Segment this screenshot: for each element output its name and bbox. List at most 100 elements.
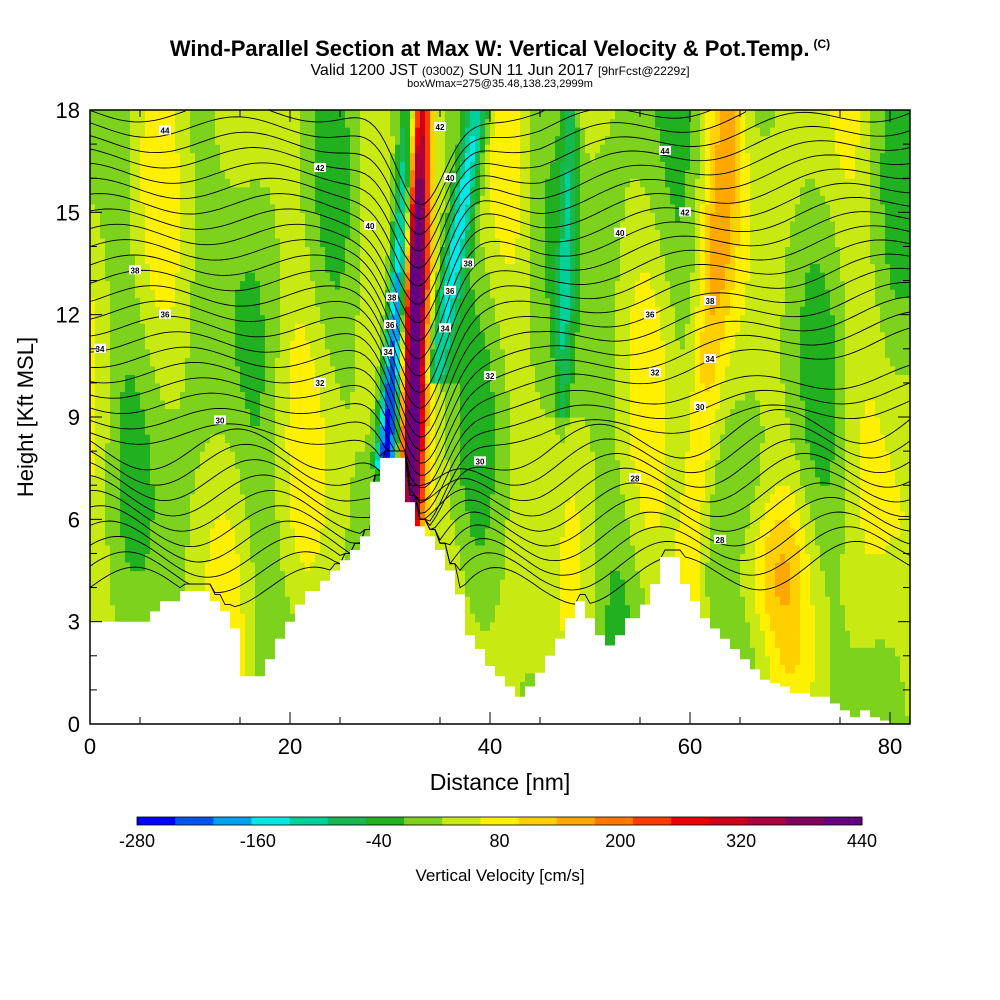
field-cell [405,493,411,503]
field-cell [335,468,341,478]
field-cell [115,425,121,435]
field-cell [230,229,236,239]
field-cell [285,579,291,589]
field-cell [150,203,156,213]
field-cell [150,178,156,188]
field-cell [115,229,121,239]
field-cell [145,544,151,555]
field-cell [170,357,176,367]
field-cell [105,468,111,478]
field-cell [255,127,261,137]
field-cell [295,468,301,478]
field-cell [175,357,181,367]
field-cell [395,127,401,137]
field-cell [205,570,211,580]
field-cell [255,553,261,563]
field-cell [260,272,266,282]
field-cell [185,314,191,324]
field-cell [355,280,361,290]
field-cell [180,468,186,478]
field-cell [285,297,291,307]
field-cell [90,195,96,205]
field-cell [275,289,281,299]
field-cell [125,110,131,120]
field-cell [140,110,146,120]
field-cell [215,442,221,452]
field-cell [430,237,436,248]
field-cell [215,357,221,367]
field-cell [380,323,386,333]
field-cell [360,442,366,452]
field-cell [335,246,341,256]
field-cell [150,280,156,290]
field-cell [310,348,316,358]
field-cell [290,135,296,145]
field-cell [260,570,266,580]
field-cell [185,527,191,537]
field-cell [110,365,116,375]
field-cell [235,297,241,307]
field-cell [180,357,186,367]
field-cell [95,161,101,171]
field-cell [100,468,106,478]
field-cell [155,519,161,529]
field-cell [405,289,411,299]
field-cell [255,561,261,572]
field-cell [95,382,101,393]
field-cell [295,161,301,171]
field-cell [215,468,221,478]
field-cell [430,169,436,179]
field-cell [370,144,376,154]
field-cell [405,169,411,179]
field-cell [285,365,291,375]
field-cell [170,553,176,563]
field-cell [415,186,421,196]
field-cell [145,408,151,418]
field-cell [320,152,326,162]
field-cell [110,229,116,239]
field-cell [425,476,431,486]
field-cell [320,425,326,435]
field-cell [270,451,276,461]
field-cell [280,399,286,410]
field-cell [245,613,251,623]
field-cell [230,348,236,358]
field-cell [150,144,156,154]
field-cell [110,314,116,324]
field-cell [125,152,131,162]
field-cell [100,451,106,461]
field-cell [145,442,151,452]
field-cell [190,442,196,452]
field-cell [310,442,316,452]
field-cell [315,502,321,512]
field-cell [280,289,286,299]
field-cell [265,476,271,486]
field-cell [350,152,356,162]
field-cell [390,152,396,162]
field-cell [430,212,436,222]
field-cell [90,561,96,572]
field-cell [195,110,201,120]
field-cell [350,476,356,486]
field-cell [300,417,306,427]
field-cell [210,348,216,358]
field-cell [405,246,411,256]
field-cell [160,314,166,324]
field-cell [385,434,391,444]
field-cell [230,246,236,256]
field-cell [310,169,316,179]
field-cell [295,144,301,154]
field-cell [95,178,101,188]
field-cell [180,485,186,495]
field-cell [165,110,171,120]
field-cell [305,417,311,427]
field-cell [400,331,406,341]
field-cell [135,570,141,580]
field-cell [320,553,326,563]
field-cell [430,399,436,410]
field-cell [280,169,286,179]
field-cell [160,476,166,486]
field-cell [115,451,121,461]
field-cell [205,417,211,427]
field-cell [165,357,171,367]
